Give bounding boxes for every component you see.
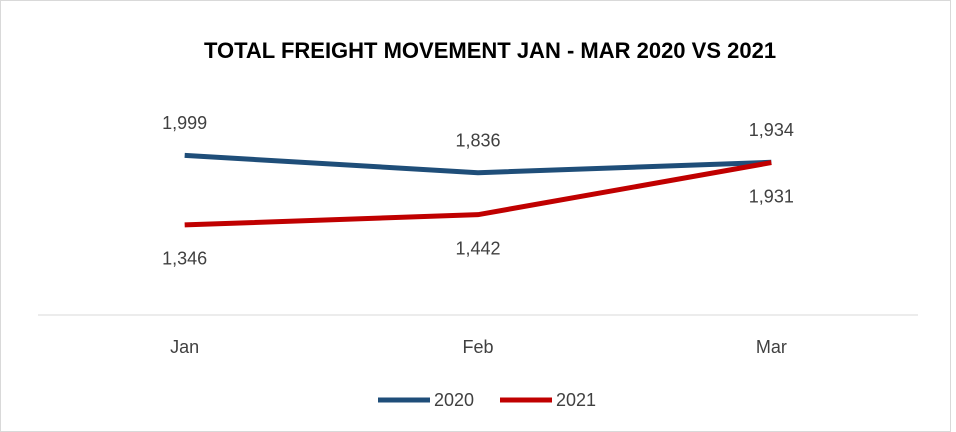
line-series bbox=[184, 160, 772, 228]
x-tick-label: Mar bbox=[756, 337, 787, 357]
data-label: 1,346 bbox=[162, 249, 207, 269]
legend-label: 2020 bbox=[434, 390, 474, 410]
data-label: 1,931 bbox=[749, 186, 794, 206]
legend-label: 2021 bbox=[556, 390, 596, 410]
data-label: 1,836 bbox=[455, 130, 500, 150]
line-series bbox=[184, 152, 772, 176]
data-label: 1,934 bbox=[749, 120, 794, 140]
x-tick-label: Jan bbox=[170, 337, 199, 357]
data-label: 1,442 bbox=[455, 238, 500, 258]
data-label: 1,999 bbox=[162, 113, 207, 133]
chart-title: TOTAL FREIGHT MOVEMENT JAN - MAR 2020 VS… bbox=[204, 38, 776, 63]
x-tick-label: Feb bbox=[462, 337, 493, 357]
